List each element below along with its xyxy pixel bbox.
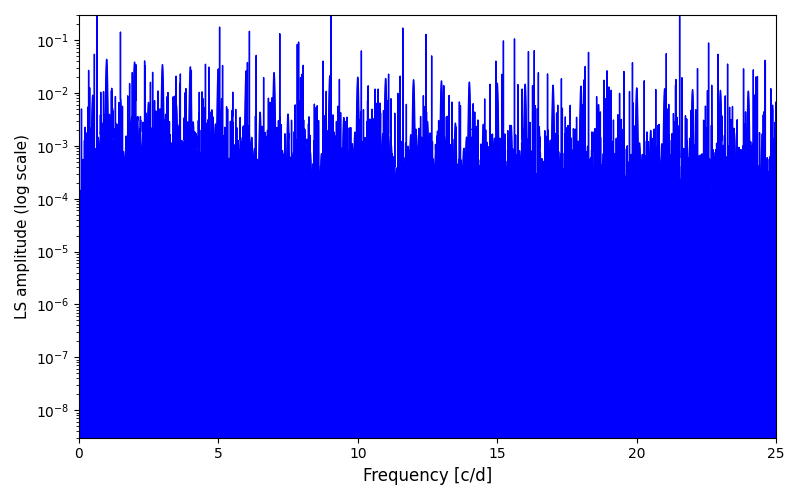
X-axis label: Frequency [c/d]: Frequency [c/d] [363, 467, 492, 485]
Y-axis label: LS amplitude (log scale): LS amplitude (log scale) [15, 134, 30, 319]
